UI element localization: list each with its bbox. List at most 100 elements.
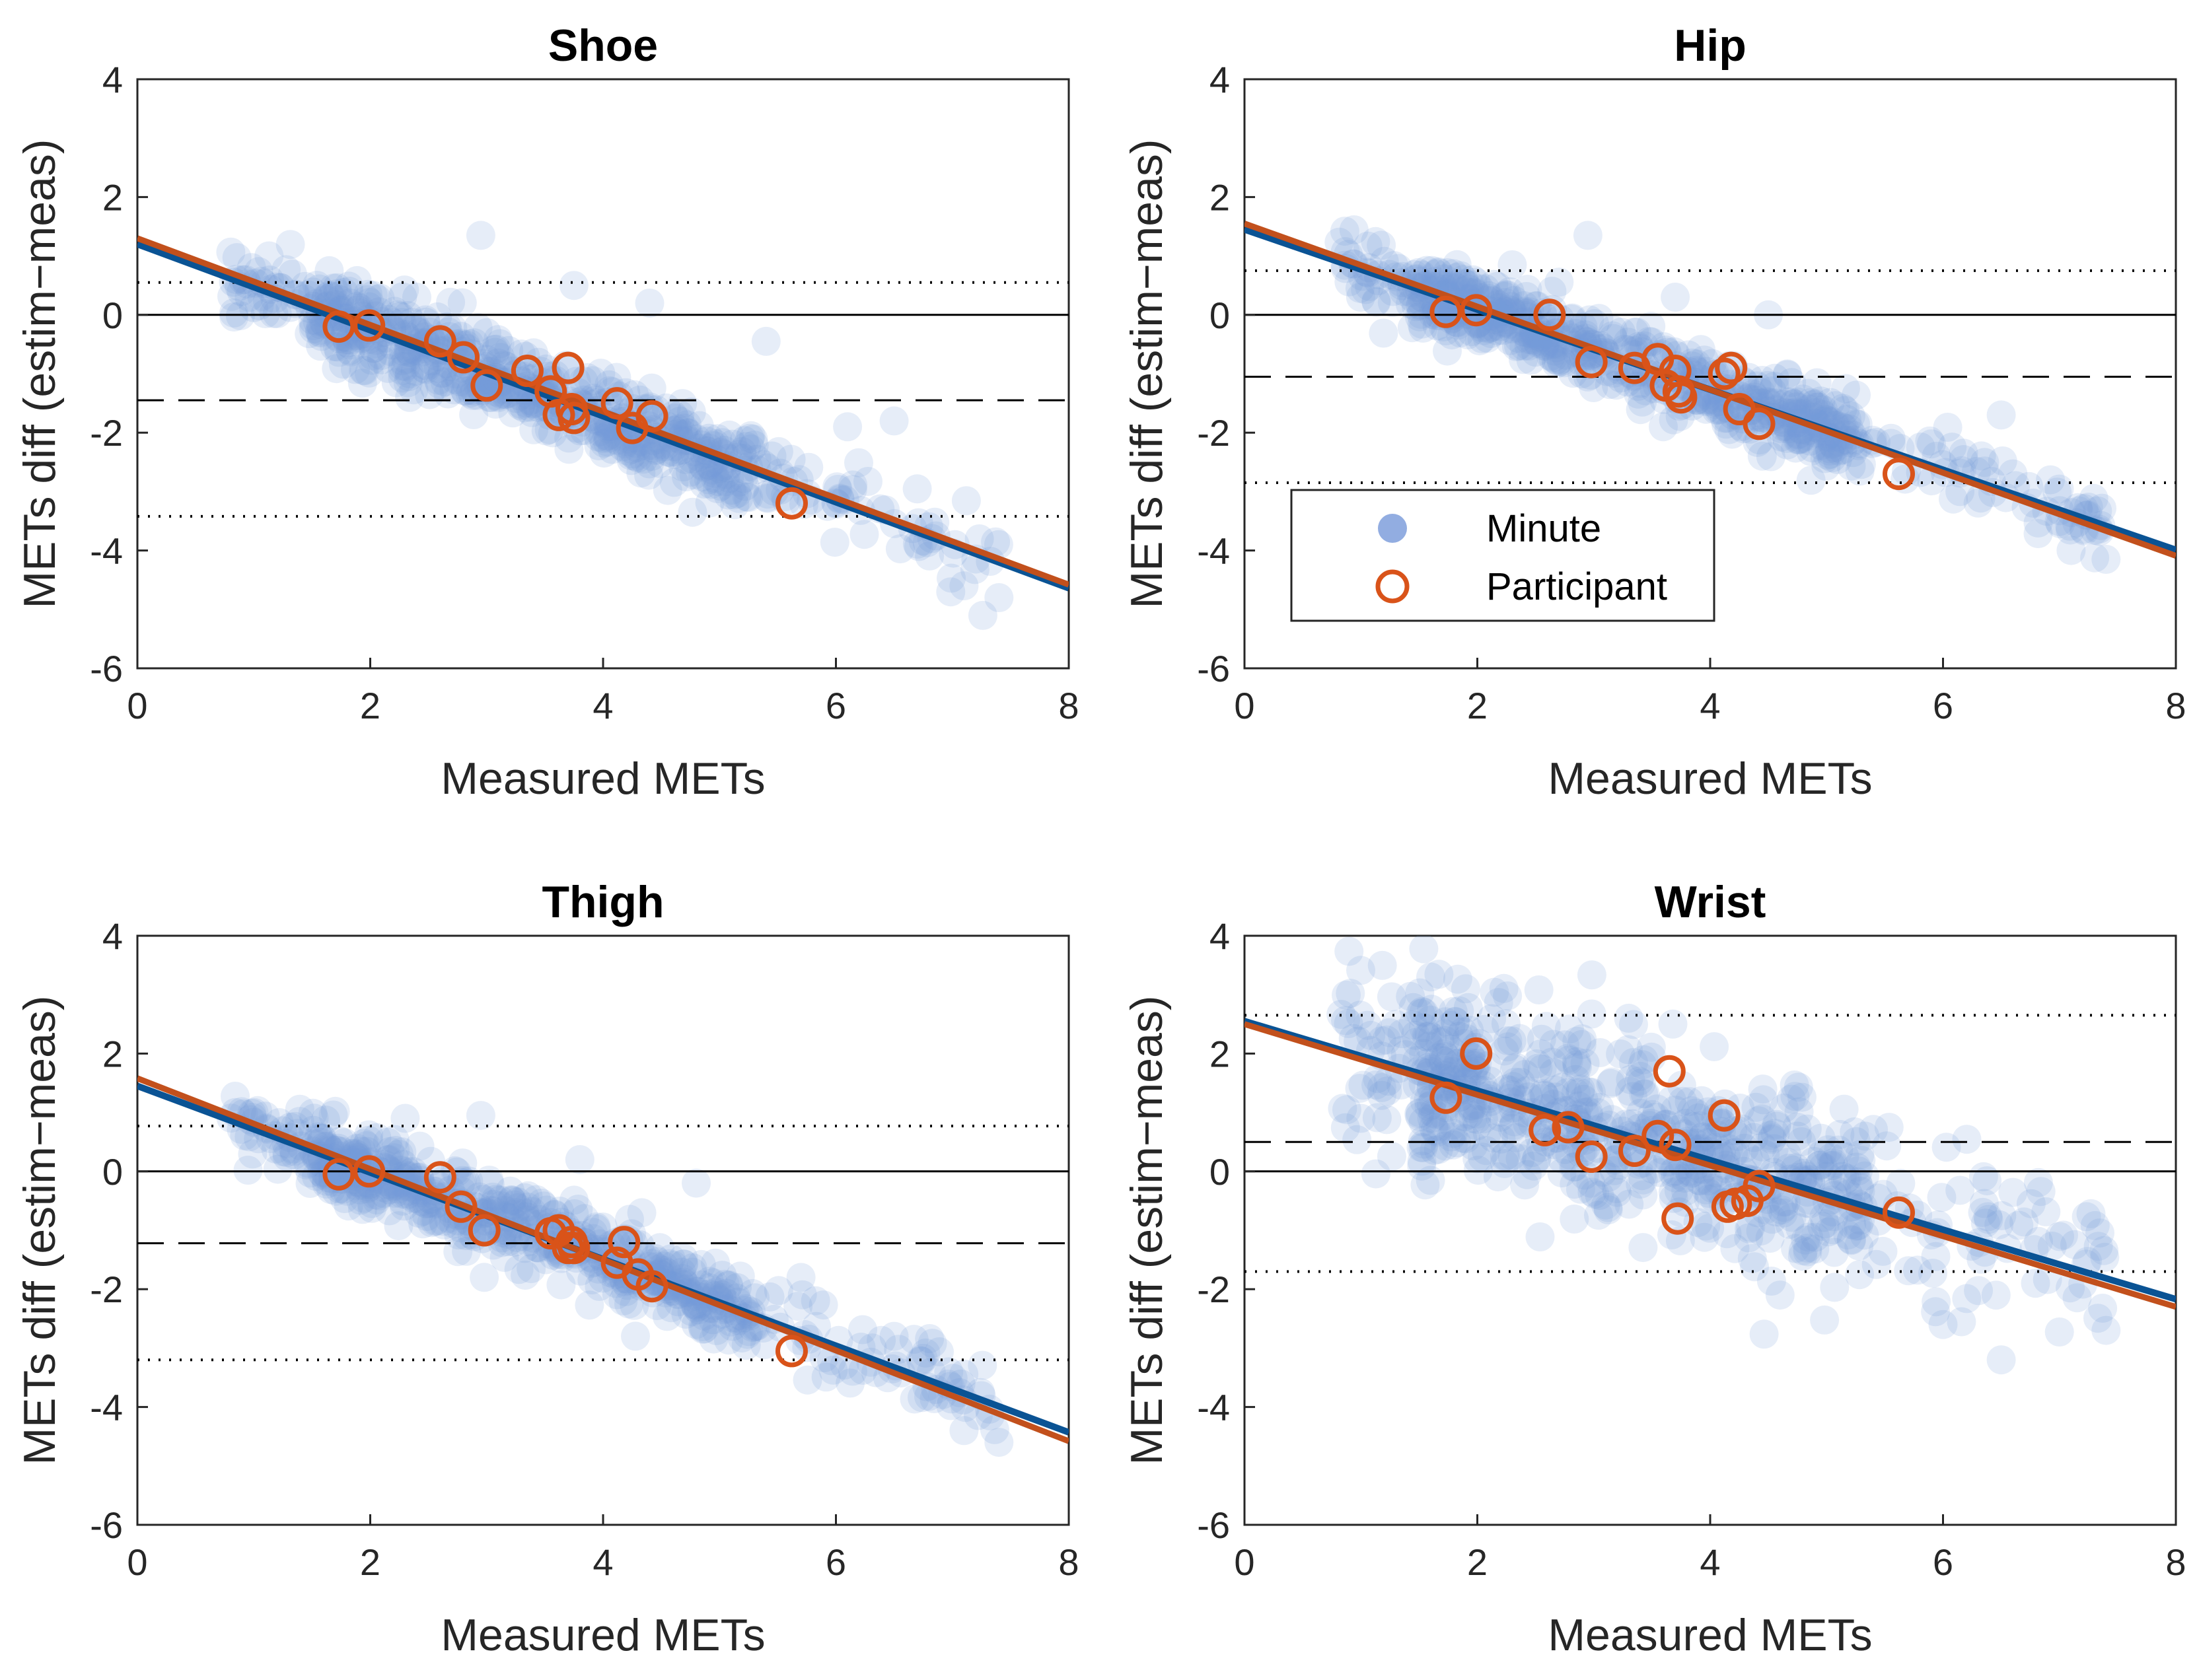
minute-point [376, 337, 406, 367]
minute-point [652, 1302, 682, 1331]
minute-point [702, 473, 732, 503]
minute-point [838, 1356, 867, 1386]
minute-point [1336, 979, 1365, 1008]
minute-point [410, 353, 439, 383]
minute-point [1846, 1146, 1876, 1175]
minute-point [298, 1098, 328, 1128]
minute-point [2049, 1220, 2078, 1250]
minute-point [1846, 1176, 1875, 1206]
minute-point [357, 1193, 387, 1223]
minute-point [1554, 1014, 1584, 1044]
minute-point [326, 1127, 355, 1156]
minute-point [1845, 456, 1875, 486]
minute-point [1700, 1032, 1729, 1061]
minute-point [1474, 281, 1503, 310]
minute-point [1769, 1193, 1799, 1222]
minute-point [1409, 998, 1439, 1028]
minute-point [1412, 1022, 1441, 1051]
minute-point [306, 332, 336, 361]
minute-point [1418, 1098, 1448, 1128]
minute-point [1921, 1242, 1951, 1271]
minute-point [1541, 345, 1571, 375]
minute-point [1361, 286, 1391, 316]
minute-point [517, 398, 547, 427]
minute-point [1536, 341, 1566, 371]
minute-point [1788, 384, 1818, 414]
minute-point [1841, 409, 1870, 438]
y-tick-label: 2 [102, 176, 123, 218]
minute-point [1560, 1170, 1589, 1199]
minute-point [352, 285, 382, 314]
chart-title: Shoe [548, 20, 658, 71]
minute-point [1431, 1091, 1461, 1121]
minute-point [1491, 1141, 1521, 1171]
minute-point [752, 483, 782, 512]
minute-point [1458, 265, 1488, 295]
minute-point [1741, 1092, 1771, 1122]
minute-point [439, 1209, 468, 1239]
minute-point [1681, 1098, 1710, 1128]
minute-point [1497, 1113, 1527, 1143]
minute-point [853, 467, 882, 496]
minute-point [1624, 379, 1653, 409]
minute-point [569, 1204, 599, 1234]
minute-point [844, 448, 873, 477]
minute-point [334, 1191, 363, 1221]
minute-point [594, 370, 624, 400]
minute-point [725, 1261, 755, 1291]
chart-title: Thigh [542, 877, 664, 927]
minute-point [1780, 389, 1809, 419]
minute-point [2087, 493, 2116, 523]
minute-point [1408, 1133, 1438, 1163]
y-tick-label: -6 [90, 648, 123, 689]
minute-point [349, 355, 378, 385]
minute-point [635, 449, 665, 479]
participant-marker [1653, 1055, 1686, 1088]
minute-point [1998, 459, 2028, 489]
minute-point [1367, 1026, 1396, 1056]
x-tick-label: 0 [127, 1541, 147, 1583]
minute-point [1762, 1111, 1791, 1141]
minute-point [1593, 357, 1622, 386]
minute-point [1988, 446, 2017, 475]
minute-point [690, 470, 719, 499]
minute-point [1412, 256, 1441, 285]
minute-point [1566, 1174, 1595, 1204]
minute-point [1816, 439, 1846, 469]
minute-point [1917, 429, 1946, 459]
minute-point [480, 335, 509, 365]
minute-point [1424, 960, 1454, 989]
minute-point [1431, 1007, 1460, 1037]
minute-point [1540, 1082, 1570, 1112]
participant-marker [322, 1158, 355, 1191]
minute-point [793, 1365, 822, 1395]
minute-point [1499, 286, 1529, 316]
minute-point [1567, 1030, 1597, 1059]
minute-point [1808, 400, 1838, 429]
minute-point [1772, 360, 1802, 390]
minute-point [577, 1265, 607, 1295]
minute-point [334, 276, 364, 306]
minute-point [1363, 1064, 1392, 1094]
minute-point [645, 1233, 674, 1263]
minute-point [1622, 317, 1651, 347]
minute-point [445, 367, 475, 396]
minute-point [1448, 1123, 1478, 1153]
minute-point [1551, 340, 1581, 370]
minute-point [1570, 1049, 1600, 1078]
minute-point [423, 365, 453, 395]
minute-point [499, 1227, 529, 1257]
minute-point [1597, 1067, 1627, 1097]
minute-point [1844, 1231, 1874, 1261]
participant-marker [1715, 351, 1748, 384]
minute-point [707, 1261, 737, 1290]
minute-point [2083, 1304, 2112, 1333]
minute-point [968, 1350, 997, 1380]
minute-point [1828, 394, 1857, 423]
minute-point [1490, 280, 1520, 310]
minute-point [1577, 1078, 1606, 1107]
x-tick-label: 8 [1058, 1541, 1079, 1583]
minute-point [867, 1325, 896, 1355]
minute-point [671, 1300, 701, 1329]
minute-point [519, 415, 549, 444]
